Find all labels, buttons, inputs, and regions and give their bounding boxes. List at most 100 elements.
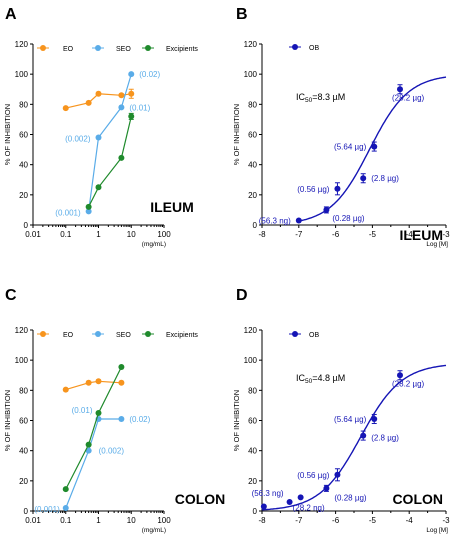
data-point — [95, 184, 102, 191]
data-point — [360, 432, 367, 439]
data-label: (0.28 µg) — [332, 214, 365, 223]
data-point — [260, 503, 267, 510]
y-axis-title: % OF INHIBITION — [3, 104, 12, 165]
series-ob: (56.3 ng) (28.2 ng) (0.28 µg) (0.56 µg) (2.8… — [252, 370, 425, 512]
y-tick-label: 20 — [19, 191, 28, 200]
x-tick-label: -8 — [258, 516, 266, 525]
x-tick-label: 0.1 — [60, 516, 72, 525]
y-axis-title: % OF INHIBITION — [3, 390, 12, 451]
data-point — [397, 372, 403, 379]
series-eo — [62, 88, 135, 112]
data-point — [118, 154, 125, 161]
y-tick-label: 40 — [19, 161, 28, 170]
fit-curve — [298, 76, 447, 222]
x-axis-unit: Log [M] — [426, 241, 448, 248]
y-tick-label: 0 — [24, 221, 29, 230]
x-axis-unit: (mg/mL) — [142, 241, 166, 248]
y-tick-label: 100 — [15, 356, 29, 365]
legend-marker — [145, 45, 151, 51]
data-label: (5.64 µg) — [334, 143, 367, 152]
x-tick-label: 100 — [157, 516, 171, 525]
y-tick-label: 80 — [19, 386, 28, 395]
ic50-label: IC50=4.8 µM — [296, 373, 345, 385]
data-point — [360, 175, 367, 182]
data-label: (0.002) — [65, 135, 91, 144]
tissue-label: ILEUM — [150, 199, 194, 215]
legend-label: SEO — [116, 46, 131, 53]
x-axis-unit: Log [M] — [426, 527, 448, 534]
y-tick-label: 120 — [15, 326, 29, 335]
data-point — [128, 90, 135, 97]
chart-panel-c: C 0 20 40 60 80 100 120 0.01 0.1 1 10 100 % OF INHIBI… — [3, 287, 225, 534]
x-tick-label: -7 — [295, 516, 303, 525]
legend-marker — [292, 44, 298, 50]
series-excipients — [85, 112, 135, 210]
legend-label: Excipients — [166, 332, 198, 339]
y-tick-label: 120 — [244, 326, 258, 335]
tissue-label: COLON — [175, 491, 226, 507]
data-point — [62, 486, 69, 493]
legend-item: OB — [289, 44, 319, 52]
x-tick-label: 10 — [127, 516, 136, 525]
data-label: (0.001) — [55, 208, 81, 217]
legend-item: SEO — [92, 45, 131, 53]
data-point — [95, 90, 102, 97]
fit-curve — [261, 364, 447, 511]
data-point — [85, 208, 92, 215]
legend-item: OB — [289, 331, 319, 339]
series-line — [65, 366, 122, 490]
data-point — [95, 134, 102, 141]
y-tick-label: 60 — [248, 131, 257, 140]
data-label: (56.3 ng) — [259, 216, 291, 225]
data-point — [334, 185, 341, 192]
data-point — [295, 217, 302, 224]
tissue-label: ILEUM — [399, 227, 443, 243]
legend-marker — [145, 331, 151, 337]
data-point — [286, 498, 293, 505]
data-point — [85, 447, 92, 454]
y-tick-label: 60 — [19, 417, 28, 426]
data-point — [62, 386, 69, 393]
panel-letter: C — [5, 287, 17, 304]
legend-item: EO — [37, 331, 74, 339]
legend-item: SEO — [92, 331, 131, 339]
panel-letter: D — [236, 287, 248, 304]
legend-marker — [95, 331, 101, 337]
data-point — [128, 113, 135, 120]
data-label: (0.56 µg) — [297, 185, 330, 194]
data-label: (28.2 ng) — [293, 503, 325, 512]
data-point — [118, 379, 125, 386]
x-tick-label: -3 — [442, 516, 450, 525]
legend-item: EO — [37, 45, 74, 53]
data-point — [118, 104, 125, 111]
y-tick-label: 20 — [248, 191, 257, 200]
series-line — [65, 418, 122, 509]
y-tick-label: 40 — [248, 161, 257, 170]
data-label: (0.01) — [129, 103, 150, 112]
x-tick-label: -7 — [295, 230, 303, 239]
data-label: (2.8 µg) — [371, 434, 399, 443]
data-label: (0.56 µg) — [297, 471, 330, 480]
data-point — [297, 494, 304, 501]
y-tick-label: 0 — [24, 507, 29, 516]
ic50-label: IC50=8.3 µM — [296, 92, 345, 104]
data-point — [62, 105, 69, 112]
data-point — [85, 203, 92, 210]
x-axis-unit: (mg/mL) — [142, 527, 166, 534]
data-label: (0.01) — [72, 406, 93, 415]
chart-panel-b: B 0 20 40 60 80 100 120 -8 -7 -6 -5 -4 -3 % OF INHIBIT… — [232, 6, 450, 248]
legend-label: Excipients — [166, 46, 198, 53]
chart-panel-a: A 0 20 40 60 80 100 120 0.01 0.1 1 10 100 % OF INHIBI… — [3, 6, 198, 248]
y-tick-label: 0 — [253, 221, 258, 230]
data-label: (0.001) — [34, 505, 60, 514]
legend-marker — [292, 331, 298, 337]
y-tick-label: 40 — [19, 447, 28, 456]
legend-marker — [95, 45, 101, 51]
legend-label: OB — [309, 45, 319, 52]
y-tick-label: 40 — [248, 447, 257, 456]
tissue-label: COLON — [392, 491, 443, 507]
legend-item: Excipients — [142, 331, 198, 339]
data-point — [85, 99, 92, 106]
y-tick-label: 20 — [248, 477, 257, 486]
x-tick-label: 0.1 — [60, 230, 72, 239]
